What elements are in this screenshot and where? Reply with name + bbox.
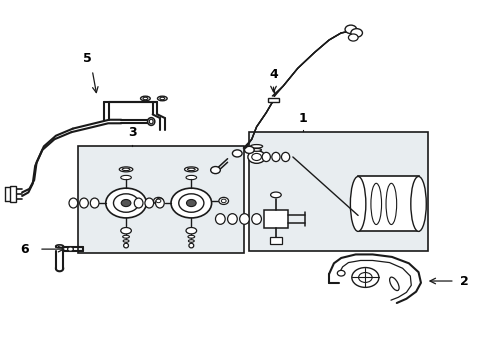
Ellipse shape <box>385 183 396 225</box>
Ellipse shape <box>251 148 261 151</box>
Circle shape <box>153 197 163 204</box>
Ellipse shape <box>350 176 365 231</box>
Ellipse shape <box>134 198 142 208</box>
Circle shape <box>186 199 196 207</box>
Bar <box>78 146 244 253</box>
Ellipse shape <box>140 96 150 101</box>
Ellipse shape <box>90 198 99 208</box>
Ellipse shape <box>121 175 131 180</box>
Bar <box>264 210 287 228</box>
Ellipse shape <box>262 152 270 162</box>
Circle shape <box>351 267 378 287</box>
Circle shape <box>232 150 242 157</box>
Ellipse shape <box>157 96 167 101</box>
Circle shape <box>358 273 371 283</box>
Ellipse shape <box>270 192 281 198</box>
Ellipse shape <box>119 167 133 172</box>
Ellipse shape <box>271 152 280 162</box>
Text: 1: 1 <box>298 112 306 125</box>
Ellipse shape <box>144 198 153 208</box>
Ellipse shape <box>121 228 131 234</box>
Ellipse shape <box>410 176 426 231</box>
Ellipse shape <box>122 235 129 238</box>
Ellipse shape <box>123 240 129 242</box>
Ellipse shape <box>184 167 198 172</box>
Circle shape <box>244 146 254 153</box>
Circle shape <box>156 199 161 203</box>
Ellipse shape <box>187 168 195 171</box>
Circle shape <box>337 270 345 276</box>
Bar <box>357 176 418 231</box>
Ellipse shape <box>281 152 289 162</box>
Text: 5: 5 <box>83 52 92 65</box>
Circle shape <box>348 34 357 41</box>
Text: 3: 3 <box>128 126 136 139</box>
Circle shape <box>251 153 261 161</box>
Text: 4: 4 <box>268 68 277 81</box>
Ellipse shape <box>122 168 130 171</box>
Text: 6: 6 <box>20 243 29 256</box>
Ellipse shape <box>69 198 78 208</box>
Bar <box>269 237 281 244</box>
Circle shape <box>247 150 265 163</box>
Ellipse shape <box>155 198 164 208</box>
Ellipse shape <box>251 214 261 224</box>
Ellipse shape <box>185 228 196 234</box>
Circle shape <box>121 199 131 207</box>
Ellipse shape <box>160 97 164 100</box>
Circle shape <box>171 188 211 218</box>
Ellipse shape <box>250 145 262 148</box>
Circle shape <box>210 167 220 174</box>
Circle shape <box>179 194 203 212</box>
Ellipse shape <box>239 214 249 224</box>
Ellipse shape <box>227 214 237 224</box>
Ellipse shape <box>56 245 63 248</box>
Circle shape <box>67 247 73 251</box>
Ellipse shape <box>147 118 155 125</box>
Bar <box>10 186 16 202</box>
Circle shape <box>105 188 146 218</box>
Ellipse shape <box>149 119 153 124</box>
Bar <box>267 98 279 102</box>
Ellipse shape <box>185 175 196 180</box>
Circle shape <box>219 197 228 204</box>
Ellipse shape <box>80 198 88 208</box>
Ellipse shape <box>187 235 194 238</box>
Ellipse shape <box>188 240 194 242</box>
Ellipse shape <box>123 243 128 248</box>
Ellipse shape <box>215 214 224 224</box>
Ellipse shape <box>389 277 398 291</box>
Circle shape <box>113 194 138 212</box>
Circle shape <box>345 25 356 33</box>
Bar <box>249 132 427 251</box>
Ellipse shape <box>370 183 381 225</box>
Ellipse shape <box>188 243 193 248</box>
Circle shape <box>221 199 225 203</box>
Circle shape <box>350 29 362 37</box>
Text: 2: 2 <box>459 275 468 288</box>
Ellipse shape <box>142 97 147 100</box>
